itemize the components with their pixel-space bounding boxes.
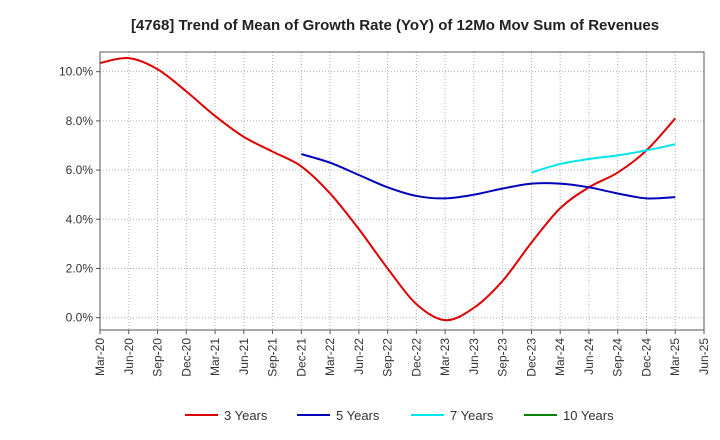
x-tick-label: Jun-25 [697,338,711,375]
x-tick-label: Sep-21 [266,338,280,377]
x-tick-label: Mar-20 [93,338,107,376]
chart-title: [4768] Trend of Mean of Growth Rate (YoY… [131,17,659,34]
x-tick-label: Mar-21 [208,338,222,376]
y-tick-label: 6.0% [66,163,94,177]
x-tick-label: Mar-25 [668,338,682,376]
x-tick-label: Mar-22 [323,338,337,376]
legend-label: 5 Years [336,408,380,423]
grid-layer [99,52,705,330]
x-tick-label: Sep-24 [611,338,625,377]
legend-label: 3 Years [224,408,268,423]
legend-label: 10 Years [563,408,614,423]
x-tick-label: Mar-24 [553,338,567,376]
x-tick-label: Dec-20 [179,338,193,377]
x-axis-ticks: Mar-20 Jun-20 Sep-20 Dec-20 Mar-21 Jun-21 Sep-… [93,330,711,377]
y-tick-label: 8.0% [66,114,94,128]
y-tick-label: 10.0% [59,65,93,79]
y-axis-ticks: 0.0% 2.0% 4.0% 6.0% 8.0% 10.0% [59,65,100,325]
x-tick-label: Dec-22 [409,338,423,377]
x-tick-label: Dec-24 [639,338,653,377]
series-line-3 [531,143,676,174]
series-line-2 [301,153,676,200]
x-tick-label: Sep-20 [151,338,165,377]
y-tick-label: 4.0% [66,212,94,226]
series-layer [99,57,676,322]
x-tick-label: Jun-22 [352,338,366,375]
legend-label: 7 Years [450,408,494,423]
series-line-1 [99,57,676,322]
x-tick-label: Dec-23 [524,338,538,377]
plot-frame [99,51,705,331]
x-tick-label: Sep-23 [496,338,510,377]
x-tick-label: Jun-24 [582,338,596,375]
x-tick-label: Jun-20 [122,338,136,375]
y-tick-label: 2.0% [66,261,94,275]
x-tick-label: Jun-23 [467,338,481,375]
legend: 3 Years 5 Years 7 Years 10 Years [185,408,614,423]
x-tick-label: Sep-22 [381,338,395,377]
x-tick-label: Dec-21 [294,338,308,377]
y-tick-label: 0.0% [66,311,94,325]
x-tick-label: Jun-21 [237,338,251,375]
x-tick-label: Mar-23 [438,338,452,376]
